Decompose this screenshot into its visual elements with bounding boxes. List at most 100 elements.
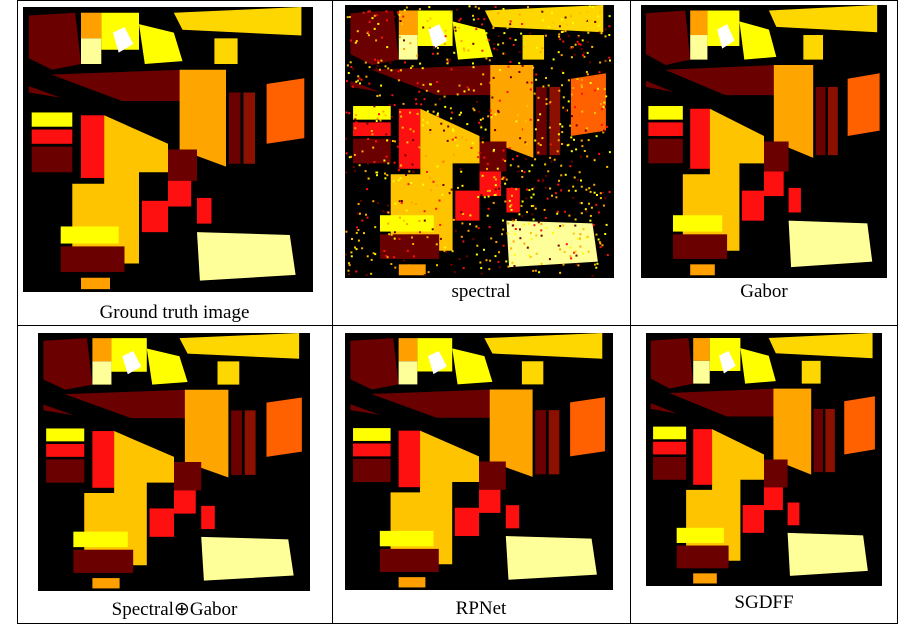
- noise-pixel: [569, 125, 571, 127]
- noise-pixel: [609, 151, 611, 153]
- noise-pixel: [463, 50, 465, 52]
- noise-pixel: [410, 128, 412, 130]
- noise-pixel: [481, 137, 483, 139]
- noise-pixel: [600, 103, 602, 105]
- noise-pixel: [540, 51, 542, 53]
- noise-pixel: [418, 220, 420, 222]
- noise-pixel: [505, 260, 507, 262]
- noise-pixel: [451, 68, 453, 70]
- noise-pixel: [581, 93, 583, 95]
- noise-pixel: [422, 124, 424, 126]
- noise-pixel: [367, 31, 369, 33]
- noise-pixel: [515, 81, 517, 83]
- noise-pixel: [374, 226, 376, 228]
- noise-pixel: [469, 5, 471, 7]
- noise-pixel: [444, 96, 446, 98]
- noise-pixel: [367, 163, 369, 165]
- noise-pixel: [485, 129, 487, 131]
- noise-pixel: [442, 184, 444, 186]
- noise-pixel: [574, 225, 576, 227]
- noise-pixel: [571, 94, 573, 96]
- noise-pixel: [513, 44, 515, 46]
- noise-pixel: [605, 35, 607, 37]
- noise-pixel: [586, 71, 588, 73]
- noise-pixel: [585, 208, 587, 210]
- noise-pixel: [347, 64, 349, 66]
- noise-pixel: [424, 98, 426, 100]
- noise-pixel: [548, 26, 550, 28]
- noise-pixel: [533, 224, 535, 226]
- noise-pixel: [477, 196, 479, 198]
- noise-pixel: [604, 233, 606, 235]
- noise-pixel: [417, 82, 419, 84]
- noise-pixel: [383, 250, 385, 252]
- noise-pixel: [598, 239, 600, 241]
- noise-pixel: [512, 262, 514, 264]
- noise-pixel: [568, 35, 570, 37]
- noise-pixel: [490, 114, 492, 116]
- noise-pixel: [515, 219, 517, 221]
- noise-pixel: [427, 236, 429, 238]
- noise-pixel: [532, 67, 534, 69]
- noise-pixel: [452, 130, 454, 132]
- noise-pixel: [444, 247, 446, 249]
- noise-pixel: [590, 215, 592, 217]
- noise-pixel: [405, 174, 407, 176]
- noise-pixel: [462, 241, 464, 243]
- noise-pixel: [473, 109, 475, 111]
- caption: Gabor: [630, 281, 898, 303]
- noise-pixel: [371, 130, 373, 132]
- noise-pixel: [386, 19, 388, 21]
- noise-pixel: [599, 241, 601, 243]
- noise-pixel: [503, 150, 505, 152]
- noise-pixel: [582, 253, 584, 255]
- noise-pixel: [468, 50, 470, 52]
- noise-pixel: [526, 90, 528, 92]
- noise-pixel: [455, 30, 457, 32]
- noise-pixel: [478, 227, 480, 229]
- noise-pixel: [365, 214, 367, 216]
- noise-pixel: [412, 139, 414, 141]
- noise-pixel: [521, 215, 523, 217]
- noise-pixel: [565, 30, 567, 32]
- noise-pixel: [480, 119, 482, 121]
- noise-pixel: [571, 150, 573, 152]
- noise-pixel: [472, 142, 474, 144]
- noise-pixel: [519, 51, 521, 53]
- noise-pixel: [552, 22, 554, 24]
- noise-pixel: [601, 108, 603, 110]
- noise-pixel: [595, 204, 597, 206]
- noise-pixel: [562, 107, 564, 109]
- noise-pixel: [369, 21, 371, 23]
- noise-pixel: [609, 191, 611, 193]
- noise-pixel: [561, 19, 563, 21]
- noise-pixel: [581, 186, 583, 188]
- noise-pixel: [550, 144, 552, 146]
- noise-pixel: [387, 205, 389, 207]
- noise-pixel: [468, 230, 470, 232]
- noise-pixel: [558, 180, 560, 182]
- noise-pixel: [436, 231, 438, 233]
- noise-pixel: [413, 255, 415, 257]
- noise-pixel: [503, 245, 505, 247]
- noise-pixel: [542, 19, 544, 21]
- noise-pixel: [361, 247, 363, 249]
- noise-pixel: [457, 93, 459, 95]
- noise-pixel: [456, 9, 458, 11]
- noise-pixel: [568, 190, 570, 192]
- noise-pixel: [418, 91, 420, 93]
- noise-pixel: [435, 104, 437, 106]
- noise-pixel: [400, 116, 402, 118]
- noise-pixel: [510, 20, 512, 22]
- noise-pixel: [370, 273, 372, 275]
- noise-pixel: [454, 271, 456, 273]
- noise-pixel: [595, 267, 597, 269]
- noise-pixel: [412, 164, 414, 166]
- noise-pixel: [483, 249, 485, 251]
- noise-pixel: [563, 96, 565, 98]
- noise-pixel: [355, 271, 357, 273]
- noise-pixel: [399, 200, 401, 202]
- noise-pixel: [476, 158, 478, 160]
- noise-pixel: [354, 127, 356, 129]
- noise-pixel: [605, 106, 607, 108]
